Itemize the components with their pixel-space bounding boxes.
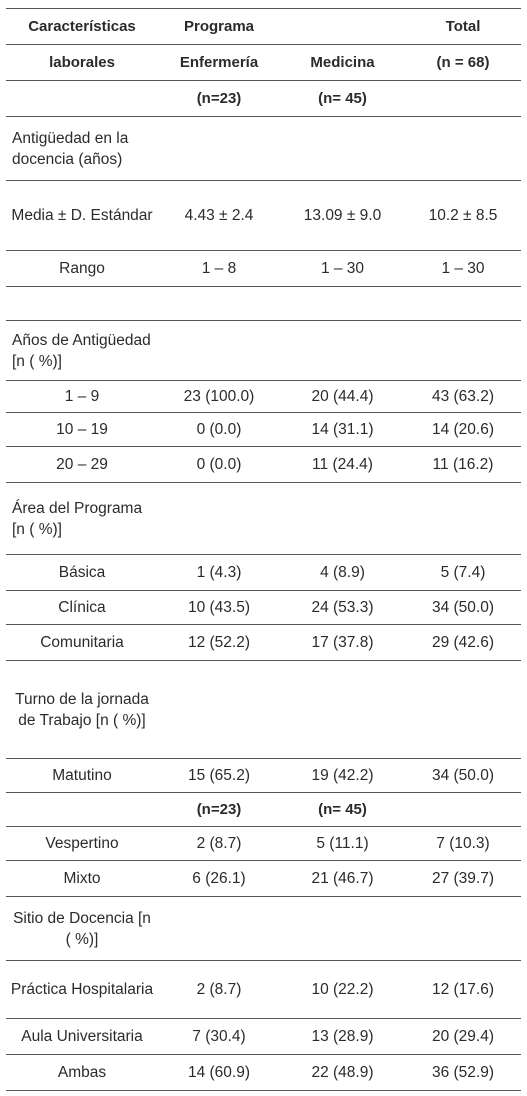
table-cell: 19 (42.2): [311, 767, 374, 784]
table-cell: 0 (0.0): [196, 456, 242, 473]
table-cell: 13.09 ± 9.0: [303, 207, 382, 224]
table-cell: 5 (7.4): [440, 564, 486, 581]
table-cell: 34 (50.0): [431, 599, 495, 616]
table-cell: 15 (65.2): [187, 767, 251, 784]
table-cell: 10.2 ± 8.5: [428, 207, 498, 224]
table-cell: 1 – 30: [320, 260, 365, 277]
table-row: Básica 1 (4.3) 4 (8.9) 5 (7.4): [6, 554, 521, 590]
table-row: laborales Enfermería Medicina (n = 68): [6, 44, 521, 80]
table-cell: Total: [445, 18, 481, 35]
table-row: Práctica Hospitalaria 2 (8.7) 10 (22.2) 12 …: [6, 960, 521, 1018]
table-cell: (n=23): [196, 801, 242, 818]
table-row: Turno de la jornada de Trabajo [n ( %)]: [6, 660, 521, 758]
table-cell: Años de Antigüedad [n ( %)]: [12, 331, 151, 370]
table-cell: 21 (46.7): [311, 870, 374, 887]
table-row: Antigüedad en la docencia (años): [6, 116, 521, 180]
table-cell: laborales: [49, 54, 115, 71]
table-row: Área del Programa [n ( %)]: [6, 482, 521, 554]
table-cell: Turno de la jornada de Trabajo [n ( %)]: [15, 690, 149, 729]
table-cell: Clínica: [58, 599, 106, 616]
table-row: 10 – 19 0 (0.0) 14 (31.1) 14 (20.6): [6, 412, 521, 446]
table-cell: 2 (8.7): [196, 835, 242, 852]
table-cell: 5 (11.1): [316, 835, 369, 852]
table-cell: (n= 45): [318, 90, 367, 107]
table-row: [6, 286, 521, 320]
table-cell: Enfermería: [179, 54, 259, 71]
table-cell: Sitio de Docencia [n ( %)]: [13, 909, 151, 948]
table-row: Aula Universitaria 7 (30.4) 13 (28.9) 20 (2…: [6, 1018, 521, 1054]
table-row: (n=23) (n= 45): [6, 792, 521, 826]
table-cell: 12 (17.6): [431, 981, 495, 998]
table-cell: 17 (37.8): [311, 634, 374, 651]
table-cell: 27 (39.7): [431, 870, 495, 887]
table-cell: (n= 45): [318, 801, 367, 818]
table-cell: Ambas: [57, 1064, 107, 1081]
table-cell: Matutino: [52, 767, 112, 784]
table-row: Media ± D. Estándar 4.43 ± 2.4 13.09 ± 9.0…: [6, 180, 521, 250]
table-cell: Práctica Hospitalaria: [10, 981, 154, 998]
table-cell: Vespertino: [45, 835, 119, 852]
table-cell: (n=23): [196, 90, 242, 107]
table-cell: 29 (42.6): [431, 634, 495, 651]
table-cell: 4.43 ± 2.4: [184, 207, 254, 224]
table-cell: 12 (52.2): [187, 634, 251, 651]
table-row: Vespertino 2 (8.7) 5 (11.1) 7 (10.3): [6, 826, 521, 860]
table-row: (n=23) (n= 45): [6, 80, 521, 116]
table-cell: 43 (63.2): [431, 388, 495, 405]
table-cell: 10 (43.5): [187, 599, 251, 616]
table-cell: 20 – 29: [56, 456, 108, 473]
table-cell: Rango: [59, 260, 105, 277]
table-cell: 13 (28.9): [311, 1028, 374, 1045]
table-row: Sitio de Docencia [n ( %)]: [6, 896, 521, 960]
table-cell: 2 (8.7): [196, 981, 242, 998]
table-cell: 6 (26.1): [192, 870, 246, 887]
table-cell: 4 (8.9): [320, 564, 365, 581]
table-row: 1 – 9 23 (100.0) 20 (44.4) 43 (63.2): [6, 380, 521, 412]
table-cell: 14 (31.1): [311, 421, 374, 438]
table-cell: 14 (20.6): [431, 421, 495, 438]
table-row: Características Programa Total: [6, 8, 521, 44]
table-row: Clínica 10 (43.5) 24 (53.3) 34 (50.0): [6, 590, 521, 624]
table-cell: 1 (4.3): [196, 564, 242, 581]
table-cell: Aula Universitaria: [21, 1028, 143, 1045]
table-cell: 11 (16.2): [432, 456, 494, 473]
table-row: 20 – 29 0 (0.0) 11 (24.4) 11 (16.2): [6, 446, 521, 482]
table-cell: Mixto: [63, 870, 101, 887]
table-cell: 1 – 30: [441, 260, 485, 277]
table-cell: 20 (29.4): [431, 1028, 495, 1045]
table-cell: 20 (44.4): [311, 388, 374, 405]
table-row: Comunitaria 12 (52.2) 17 (37.8) 29 (42.6): [6, 624, 521, 660]
table-cell: Comunitaria: [40, 634, 124, 651]
table-cell: Medicina: [310, 54, 375, 71]
table-cell: Antigüedad en la docencia (años): [12, 129, 129, 168]
table-cell: 0 (0.0): [196, 421, 242, 438]
table-cell: 1 – 9: [64, 388, 100, 405]
table-cell: 7 (10.3): [436, 835, 490, 852]
table-cell: 36 (52.9): [431, 1064, 495, 1081]
table-cell: Características: [28, 18, 136, 35]
table-row: Mixto 6 (26.1) 21 (46.7) 27 (39.7): [6, 860, 521, 896]
table-cell: 1 – 8: [201, 260, 237, 277]
table-cell: 10 (22.2): [311, 981, 374, 998]
table-cell: (n = 68): [436, 54, 490, 71]
table-cell: 22 (48.9): [311, 1064, 374, 1081]
table-row: Años de Antigüedad [n ( %)]: [6, 320, 521, 380]
table-cell: Área del Programa [n ( %)]: [12, 499, 143, 538]
table-bottom-rule: [6, 1090, 521, 1091]
table-cell: 23 (100.0): [183, 388, 255, 405]
table-row: Matutino 15 (65.2) 19 (42.2) 34 (50.0): [6, 758, 521, 792]
table-cell: 24 (53.3): [311, 599, 374, 616]
table-cell: 11 (24.4): [312, 456, 373, 473]
table-cell: Media ± D. Estándar: [11, 207, 153, 224]
table-cell: 14 (60.9): [187, 1064, 251, 1081]
table-cell: 34 (50.0): [431, 767, 495, 784]
table-cell: 7 (30.4): [192, 1028, 246, 1045]
table-row: Rango 1 – 8 1 – 30 1 – 30: [6, 250, 521, 286]
table-cell: Básica: [58, 564, 106, 581]
table-cell: Programa: [183, 18, 255, 35]
table-row: Ambas 14 (60.9) 22 (48.9) 36 (52.9): [6, 1054, 521, 1090]
table-cell: 10 – 19: [56, 421, 108, 438]
